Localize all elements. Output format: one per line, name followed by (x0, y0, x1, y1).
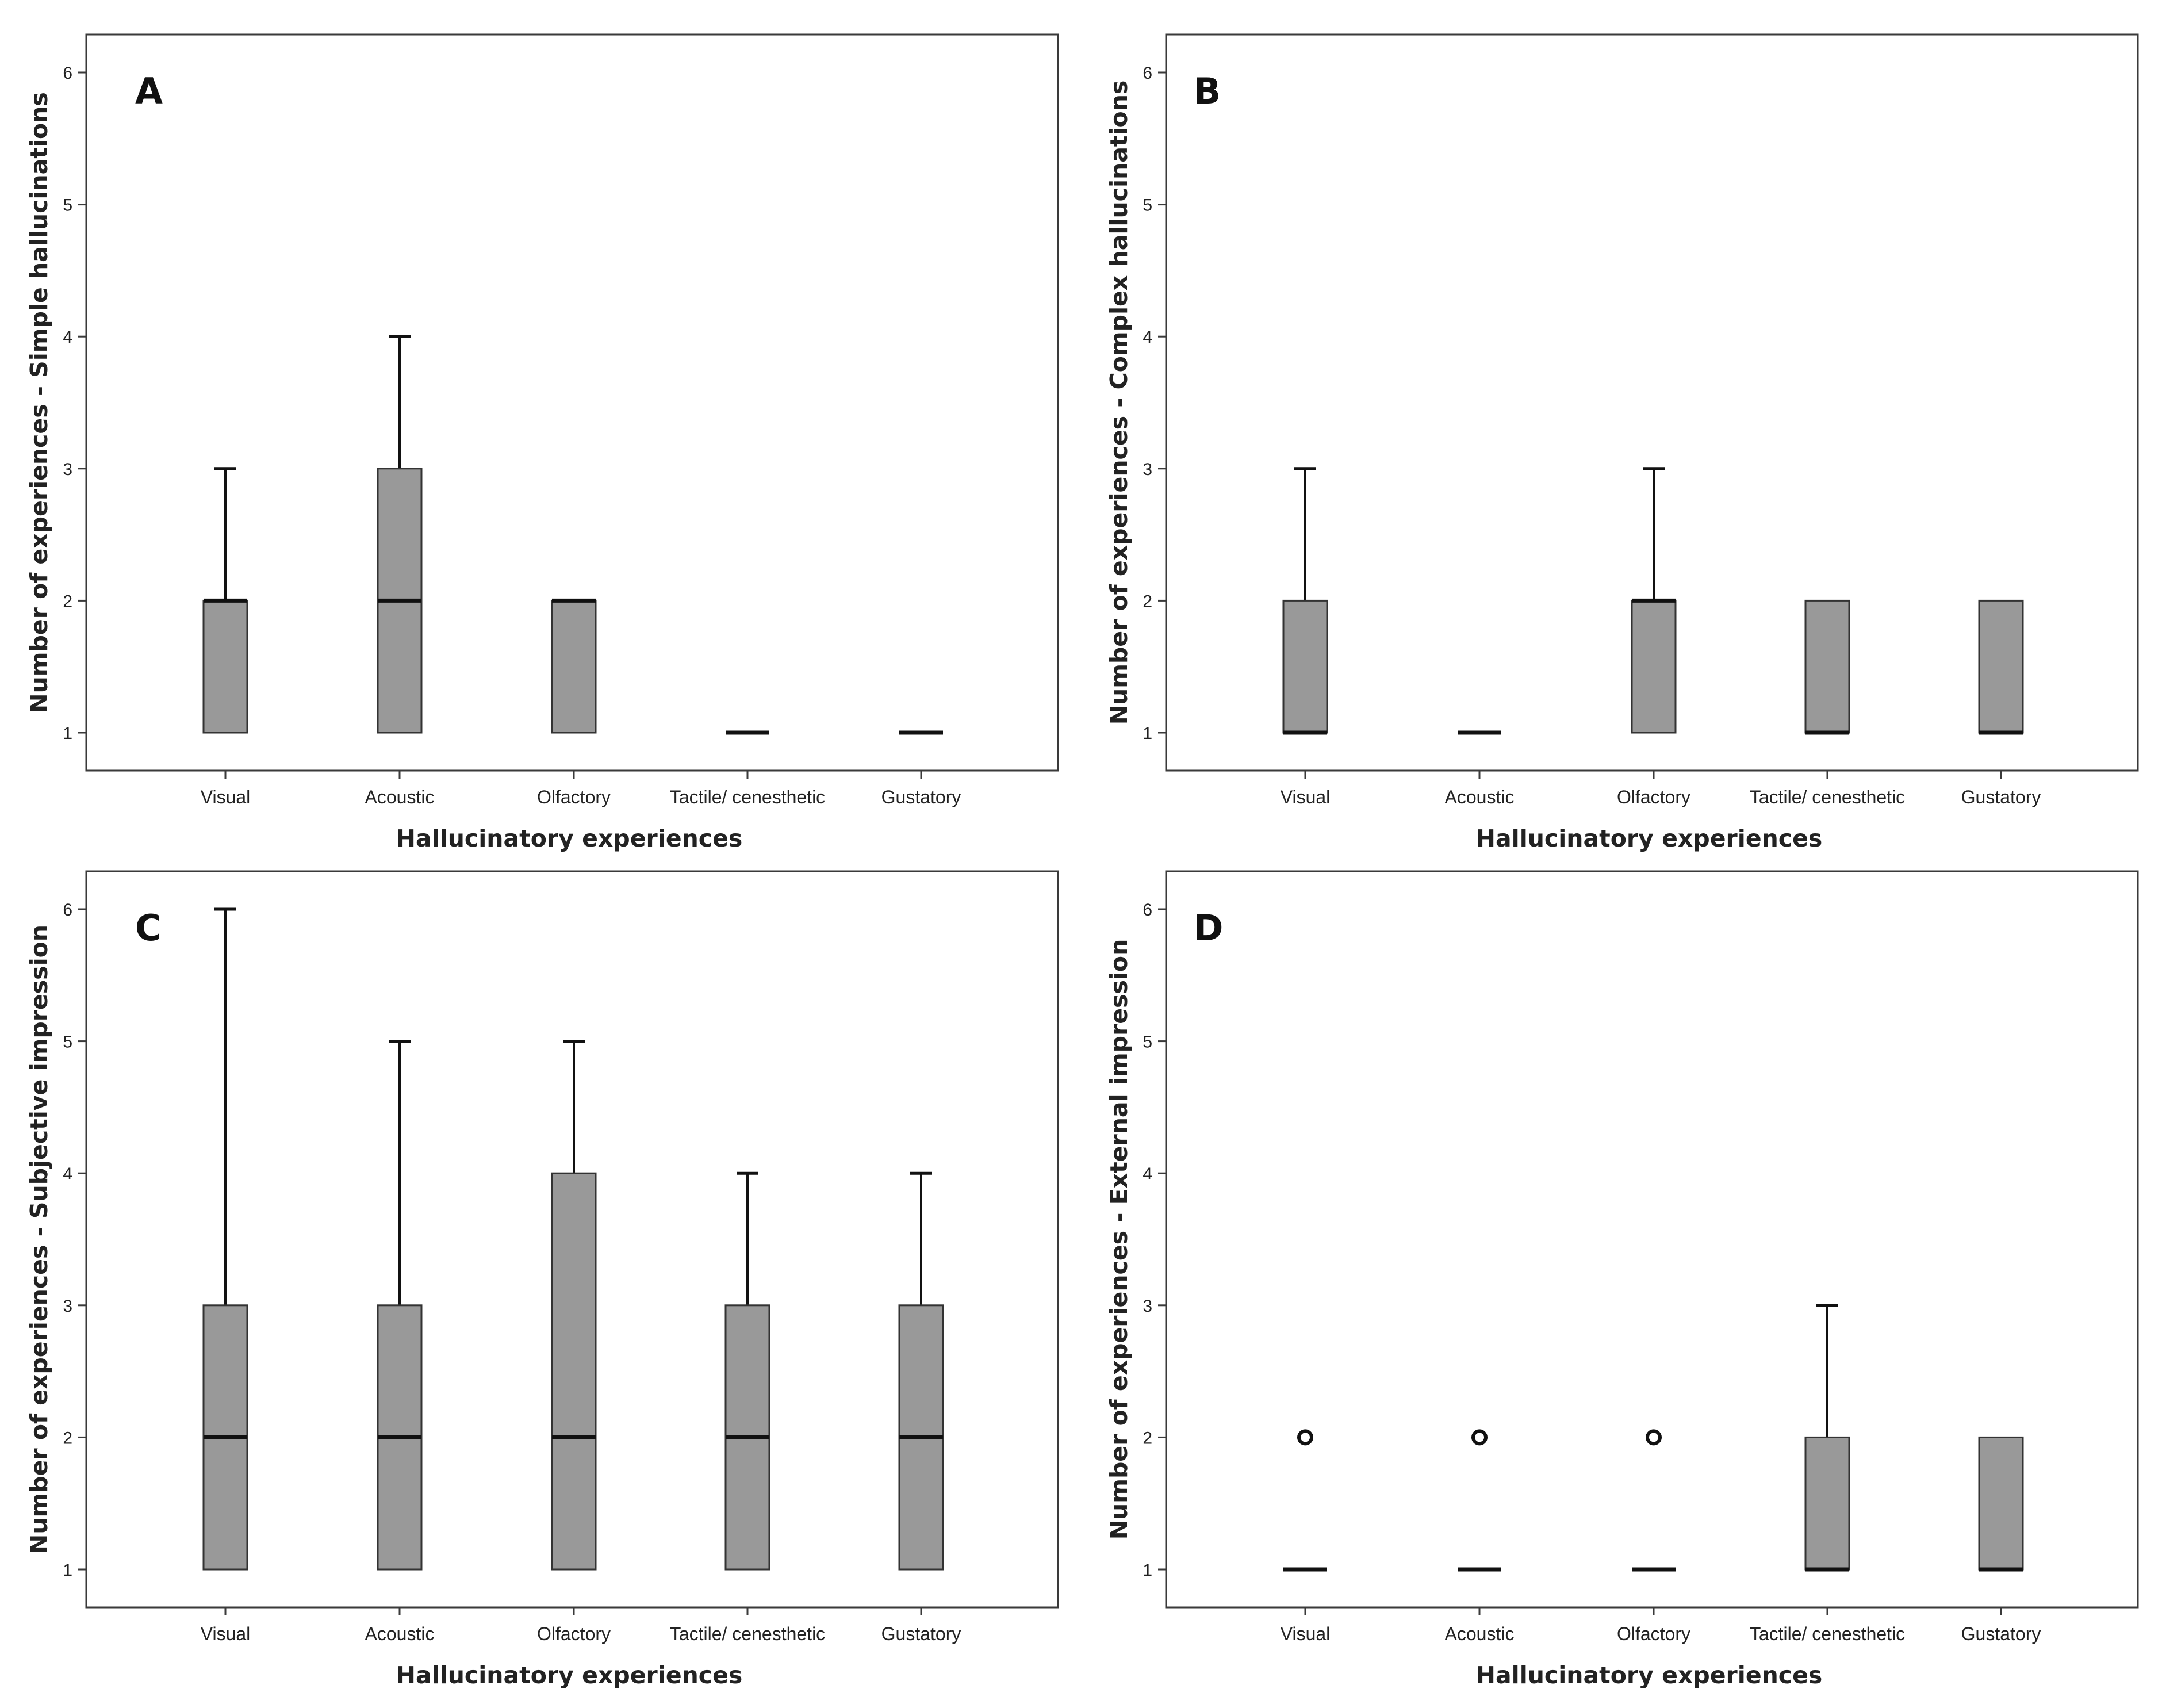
y-axis-title: Number of experiences - Simple hallucina… (25, 92, 53, 713)
box-iqr (1804, 1436, 1850, 1571)
y-tick-label: 6 (1143, 64, 1152, 83)
y-tick-label: 3 (63, 460, 72, 479)
x-tick-label: Gustatory (881, 787, 961, 807)
boxplot-olfactory (551, 1040, 597, 1571)
boxplot-acoustic (377, 1040, 423, 1571)
y-tick-label: 5 (63, 196, 72, 215)
x-tick-label: Tactile/ cenesthetic (1750, 787, 1905, 807)
box-iqr (551, 599, 597, 734)
y-tick-label: 5 (1143, 1033, 1152, 1052)
box-iqr (551, 1172, 597, 1571)
panel-d: D 1 2 3 4 5 6 Visual Acoustic Olfactory Tactile/ c… (1105, 870, 2139, 1689)
outlier-point (1297, 1429, 1313, 1446)
boxplot-olfactory (551, 598, 597, 734)
boxplot-tactile-cenesthetic (724, 1171, 770, 1571)
y-tick-label: 5 (63, 1033, 72, 1052)
y-tick-label: 1 (1143, 724, 1152, 743)
y-tick-label: 2 (1143, 592, 1152, 611)
box-iqr (1978, 1436, 2024, 1571)
y-tick-label: 4 (63, 1165, 72, 1184)
x-axis-title: Hallucinatory experiences (1476, 1661, 1823, 1689)
boxplot-gustatory (1978, 599, 2024, 735)
x-tick-label: Gustatory (1961, 1623, 2041, 1644)
y-tick-label: 1 (63, 1561, 72, 1580)
x-tick-label: Visual (1281, 787, 1331, 807)
box-iqr (1978, 599, 2024, 734)
x-tick-label: Tactile/ cenesthetic (1750, 1623, 1905, 1644)
boxplot-visual (1283, 1429, 1327, 1572)
y-tick-label: 1 (1143, 1561, 1152, 1580)
panel-letter: B (1194, 70, 1221, 112)
panel-letter: C (135, 907, 162, 949)
x-tick-label: Olfactory (1617, 1623, 1690, 1644)
outlier-point (1471, 1429, 1488, 1446)
x-tick-label: Visual (1281, 1623, 1331, 1644)
y-axis-title: Number of experiences - Complex hallucin… (1105, 81, 1133, 725)
panel-letter: A (135, 70, 163, 112)
x-tick-label: Olfactory (537, 1623, 611, 1644)
x-axis-title: Hallucinatory experiences (396, 825, 743, 852)
y-tick-label: 6 (1143, 901, 1152, 920)
box-iqr (1631, 599, 1677, 734)
x-tick-label: Olfactory (537, 787, 611, 807)
x-tick-label: Visual (201, 1623, 251, 1644)
y-axis-title: Number of experiences - External impress… (1105, 939, 1133, 1540)
x-tick-label: Acoustic (365, 787, 435, 807)
y-tick-label: 2 (63, 592, 72, 611)
boxplot-tactile-cenesthetic (1804, 599, 1850, 735)
box-iqr (202, 599, 248, 734)
panel-a: A 1 2 3 4 5 6 Visual Acoustic Olfactory Tactile/ c… (25, 33, 1059, 852)
boxplot-tactile-cenesthetic (1804, 1304, 1850, 1572)
boxplot-olfactory (1632, 1429, 1676, 1572)
x-tick-label: Tactile/ cenesthetic (670, 787, 825, 807)
boxplot-olfactory (1631, 467, 1677, 734)
x-tick-label: Acoustic (1445, 1623, 1515, 1644)
x-axis-title: Hallucinatory experiences (1476, 825, 1823, 852)
x-axis-title: Hallucinatory experiences (396, 1661, 743, 1689)
y-tick-label: 3 (1143, 1297, 1152, 1316)
x-tick-label: Gustatory (1961, 787, 2041, 807)
y-tick-label: 2 (63, 1429, 72, 1447)
box-iqr (1282, 599, 1328, 734)
y-tick-label: 1 (63, 724, 72, 743)
y-tick-label: 4 (1143, 328, 1152, 347)
y-tick-label: 3 (63, 1297, 72, 1316)
boxplot-visual (1282, 467, 1328, 735)
boxplot-acoustic (1458, 1429, 1501, 1572)
y-tick-label: 4 (63, 328, 72, 347)
panel-b: B 1 2 3 4 5 6 Visual Acoustic Olfactory Tactile/ c… (1105, 33, 2139, 852)
boxplot-acoustic (377, 335, 423, 734)
boxplot-visual (202, 467, 248, 734)
y-tick-label: 5 (1143, 196, 1152, 215)
y-tick-label: 3 (1143, 460, 1152, 479)
x-tick-label: Olfactory (1617, 787, 1690, 807)
x-tick-label: Tactile/ cenesthetic (670, 1623, 825, 1644)
x-tick-label: Visual (201, 787, 251, 807)
boxplot-gustatory (898, 1171, 944, 1571)
x-tick-label: Acoustic (365, 1623, 435, 1644)
y-tick-label: 6 (63, 64, 72, 83)
x-tick-label: Acoustic (1445, 787, 1515, 807)
panel-letter: D (1194, 907, 1223, 949)
boxplot-gustatory (1978, 1436, 2024, 1572)
outlier-point (1646, 1429, 1662, 1446)
y-axis-title: Number of experiences - Subjective impre… (25, 925, 53, 1554)
box-iqr (1804, 599, 1850, 734)
panel-c: C 1 2 3 4 5 6 Visual Acoustic Olfactory Tactile/ c… (25, 870, 1059, 1689)
y-tick-label: 4 (1143, 1165, 1152, 1184)
boxplot-visual (202, 907, 248, 1571)
y-tick-label: 2 (1143, 1429, 1152, 1447)
y-tick-label: 6 (63, 901, 72, 920)
plot-frame (1165, 870, 2139, 1609)
x-tick-label: Gustatory (881, 1623, 961, 1644)
